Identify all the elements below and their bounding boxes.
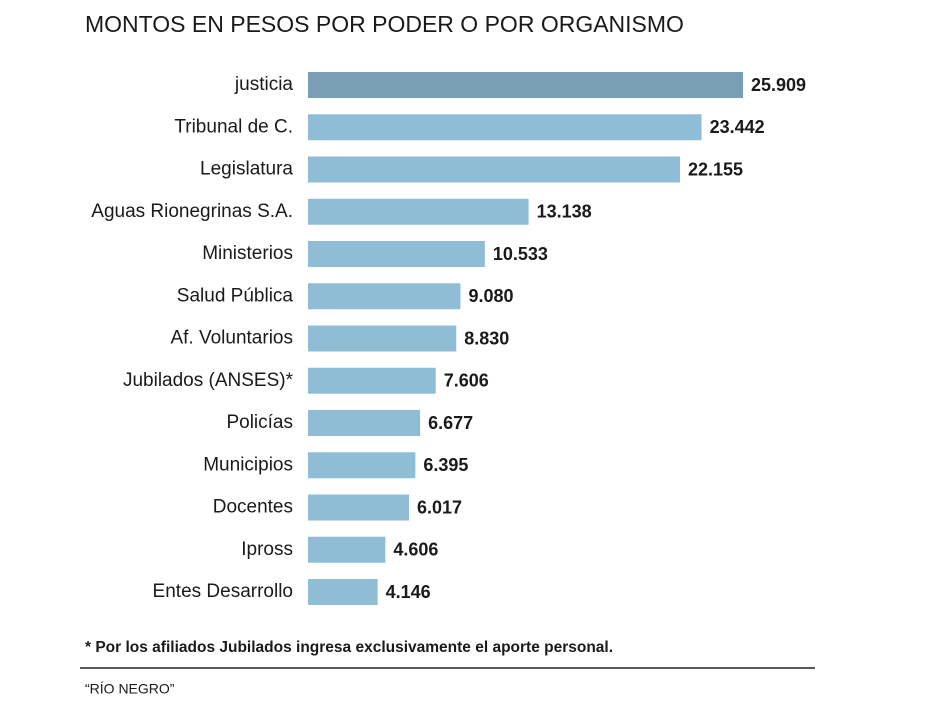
- bar: [308, 494, 410, 521]
- bar: [308, 579, 378, 605]
- value-label: 7.606: [444, 371, 489, 391]
- value-label: 22.155: [688, 159, 743, 179]
- bar: [308, 410, 421, 436]
- category-label: Docentes: [213, 497, 293, 518]
- bar: [308, 283, 461, 310]
- bar: [308, 325, 457, 352]
- value-label: 4.146: [386, 582, 431, 602]
- value-label: 10.533: [493, 244, 548, 264]
- value-label: 8.830: [464, 328, 509, 348]
- category-label: justicia: [234, 74, 294, 95]
- chart-title: MONTOS EN PESOS POR PODER O POR ORGANISM…: [85, 11, 684, 37]
- bar: [308, 156, 680, 183]
- value-label: 13.138: [537, 202, 592, 222]
- category-label: Jubilados (ANSES)*: [123, 370, 294, 391]
- bar: [308, 241, 485, 267]
- category-label: Policías: [226, 412, 293, 433]
- bar: [308, 198, 529, 225]
- bar: [308, 72, 743, 98]
- value-label: 6.677: [428, 413, 473, 433]
- bar: [308, 367, 436, 394]
- category-label: Aguas Rionegrinas S.A.: [91, 201, 293, 222]
- value-label: 23.442: [710, 117, 765, 137]
- category-label: Municipios: [203, 454, 293, 475]
- footnote: * Por los afiliados Jubilados ingresa ex…: [85, 639, 613, 656]
- category-label: Ministerios: [202, 243, 293, 264]
- bar: [308, 114, 702, 141]
- category-label: Ipross: [241, 539, 293, 560]
- category-label: Af. Voluntarios: [170, 328, 293, 349]
- value-label: 6.395: [423, 455, 468, 475]
- category-label: Legislatura: [200, 159, 293, 180]
- category-label: Entes Desarrollo: [153, 581, 293, 602]
- value-label: 4.606: [393, 540, 438, 560]
- value-label: 6.017: [417, 497, 462, 517]
- value-label: 9.080: [468, 286, 513, 306]
- category-label: Salud Pública: [177, 285, 294, 306]
- bar: [308, 452, 416, 479]
- value-label: 25.909: [751, 75, 806, 95]
- source: “RÍO NEGRO”: [85, 681, 175, 697]
- category-label: Tribunal de C.: [174, 116, 293, 137]
- bar: [308, 536, 386, 563]
